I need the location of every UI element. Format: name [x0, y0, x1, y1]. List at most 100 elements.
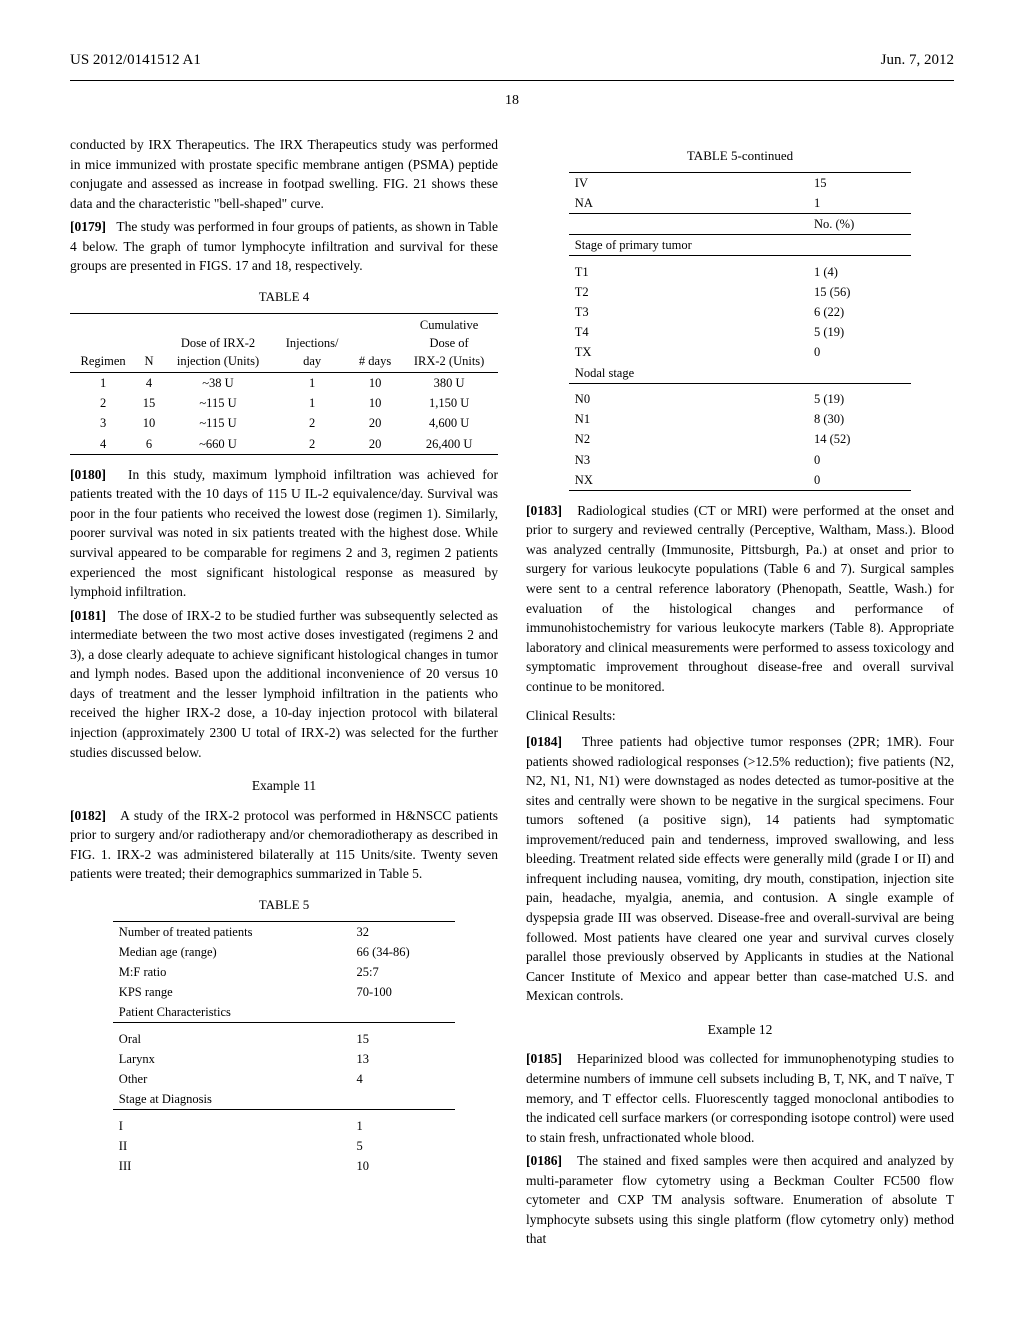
table5: Number of treated patients32 Median age … — [113, 921, 455, 1177]
td: 10 — [350, 393, 400, 413]
td: 5 (19) — [774, 322, 911, 342]
td: T1 — [569, 262, 774, 282]
td: 20 — [350, 434, 400, 455]
td: 1,150 U — [400, 393, 498, 413]
td: 1 — [317, 1116, 456, 1136]
td: Median age (range) — [113, 942, 317, 962]
th: Dose of IRX-2injection (Units) — [162, 313, 275, 372]
td: III — [113, 1156, 317, 1176]
td: 2 — [274, 434, 350, 455]
paragraph: [0180] In this study, maximum lymphoid i… — [70, 465, 498, 602]
section-label: Nodal stage — [569, 363, 774, 384]
td: 10 — [350, 373, 400, 394]
td: Larynx — [113, 1049, 317, 1069]
section-label: Patient Characteristics — [113, 1002, 317, 1023]
td: 0 — [774, 342, 911, 362]
left-column: conducted by IRX Therapeutics. The IRX T… — [70, 135, 498, 1253]
td: 4 — [136, 373, 162, 394]
th: Regimen — [70, 313, 136, 372]
td: 1 — [774, 193, 911, 214]
td: 4,600 U — [400, 413, 498, 433]
td: IV — [569, 172, 774, 193]
td: N2 — [569, 429, 774, 449]
td: 8 (30) — [774, 409, 911, 429]
right-column: TABLE 5-continued IV15 NA1 No. (%) Stage… — [526, 135, 954, 1253]
publication-number: US 2012/0141512 A1 — [70, 50, 201, 72]
para-text: Radiological studies (CT or MRI) were pe… — [526, 503, 954, 694]
table5-caption: TABLE 5 — [70, 896, 498, 915]
col-header: No. (%) — [774, 214, 911, 235]
td: 2 — [274, 413, 350, 433]
td: 3 — [70, 413, 136, 433]
td: 66 (34-86) — [317, 942, 456, 962]
para-number: [0184] — [526, 734, 562, 749]
td: 4 — [70, 434, 136, 455]
td: ~115 U — [162, 393, 275, 413]
example12-heading: Example 12 — [526, 1020, 954, 1040]
para-number: [0185] — [526, 1051, 562, 1066]
th: Injections/day — [274, 313, 350, 372]
paragraph: [0179] The study was performed in four g… — [70, 217, 498, 276]
section-label: Stage at Diagnosis — [113, 1089, 317, 1110]
td: 26,400 U — [400, 434, 498, 455]
table4: Regimen N Dose of IRX-2injection (Units)… — [70, 313, 498, 455]
td: 6 (22) — [774, 302, 911, 322]
td: M:F ratio — [113, 962, 317, 982]
td: 1 — [70, 373, 136, 394]
td: 1 — [274, 393, 350, 413]
td: 6 — [136, 434, 162, 455]
paragraph-continuation: conducted by IRX Therapeutics. The IRX T… — [70, 135, 498, 213]
td: 15 — [317, 1029, 456, 1049]
td: Other — [113, 1069, 317, 1089]
paragraph: [0186] The stained and fixed samples wer… — [526, 1151, 954, 1249]
table5-continued: IV15 NA1 No. (%) Stage of primary tumor … — [569, 172, 911, 491]
td: NA — [569, 193, 774, 214]
td: Oral — [113, 1029, 317, 1049]
td: KPS range — [113, 982, 317, 1002]
td: 15 — [774, 172, 911, 193]
para-number: [0186] — [526, 1153, 562, 1168]
section-label: Stage of primary tumor — [569, 235, 774, 256]
table5cont-caption: TABLE 5-continued — [526, 147, 954, 166]
td: 10 — [317, 1156, 456, 1176]
para-number: [0179] — [70, 219, 106, 234]
td: 13 — [317, 1049, 456, 1069]
td: 10 — [136, 413, 162, 433]
paragraph: [0185] Heparinized blood was collected f… — [526, 1049, 954, 1147]
para-text: In this study, maximum lymphoid infiltra… — [70, 467, 498, 599]
td: T4 — [569, 322, 774, 342]
td: Number of treated patients — [113, 921, 317, 942]
td: T2 — [569, 282, 774, 302]
td: 5 (19) — [774, 389, 911, 409]
td: N0 — [569, 389, 774, 409]
td: 14 (52) — [774, 429, 911, 449]
td: 1 — [274, 373, 350, 394]
td: ~38 U — [162, 373, 275, 394]
td: I — [113, 1116, 317, 1136]
td: N3 — [569, 450, 774, 470]
td: 0 — [774, 450, 911, 470]
clinical-results-heading: Clinical Results: — [526, 706, 954, 726]
paragraph: [0182] A study of the IRX-2 protocol was… — [70, 806, 498, 884]
td: 5 — [317, 1136, 456, 1156]
td: 25:7 — [317, 962, 456, 982]
para-text: A study of the IRX-2 protocol was perfor… — [70, 808, 498, 882]
header-rule — [70, 80, 954, 81]
td: 15 (56) — [774, 282, 911, 302]
td: 20 — [350, 413, 400, 433]
para-text: The stained and fixed samples were then … — [526, 1153, 954, 1246]
td: 15 — [136, 393, 162, 413]
table4-caption: TABLE 4 — [70, 288, 498, 307]
page-number: 18 — [70, 91, 954, 111]
td: 0 — [774, 470, 911, 491]
example11-heading: Example 11 — [70, 776, 498, 796]
td: 1 (4) — [774, 262, 911, 282]
td: ~660 U — [162, 434, 275, 455]
td: ~115 U — [162, 413, 275, 433]
para-number: [0182] — [70, 808, 106, 823]
para-number: [0180] — [70, 467, 106, 482]
page-header: US 2012/0141512 A1 Jun. 7, 2012 — [70, 50, 954, 72]
td: TX — [569, 342, 774, 362]
para-number: [0181] — [70, 608, 106, 623]
two-column-layout: conducted by IRX Therapeutics. The IRX T… — [70, 135, 954, 1253]
